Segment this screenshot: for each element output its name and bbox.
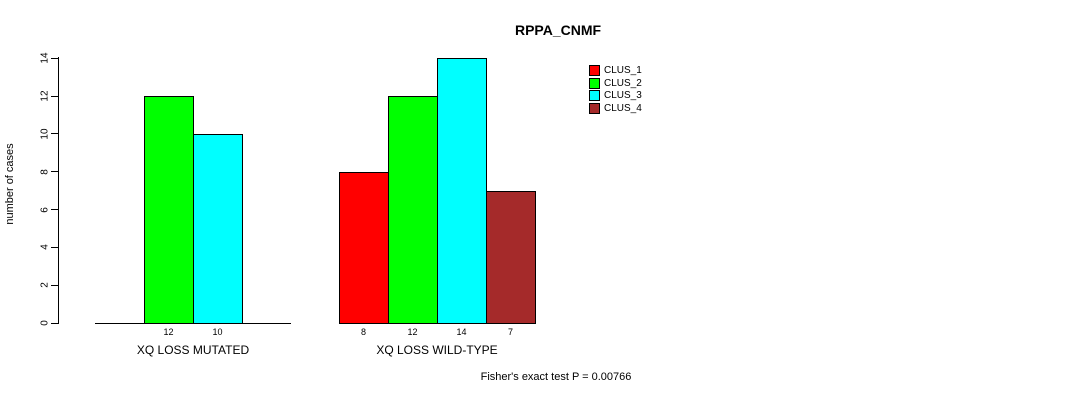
bar-value-clus-2-xq-loss-wild-type: 12 bbox=[407, 327, 418, 337]
legend-item-clus-2: CLUS_2 bbox=[589, 77, 642, 90]
y-axis-tick-2 bbox=[51, 284, 58, 286]
legend-item-clus-1: CLUS_1 bbox=[589, 64, 642, 77]
y-axis-tick-label-4: 4 bbox=[39, 244, 51, 251]
legend-swatch-clus-1 bbox=[589, 64, 600, 76]
y-axis-label: number of cases bbox=[4, 143, 16, 225]
y-axis-tick-label-8: 8 bbox=[39, 168, 51, 175]
legend-label-clus-2: CLUS_2 bbox=[604, 77, 642, 89]
y-axis-tick-4 bbox=[51, 246, 58, 248]
legend-swatch-clus-4 bbox=[589, 102, 600, 114]
bar-clus-1-xq-loss-wild-type bbox=[339, 171, 389, 324]
x-axis-group-label-xq-loss-wild-type: XQ LOSS WILD-TYPE bbox=[376, 343, 498, 357]
bar-value-clus-4-xq-loss-wild-type: 7 bbox=[507, 327, 514, 337]
fisher-test-annotation: Fisher's exact test P = 0.00766 bbox=[480, 371, 632, 383]
bar-value-clus-3-xq-loss-mutated: 10 bbox=[212, 327, 223, 337]
y-axis-tick-label-2: 2 bbox=[39, 282, 51, 288]
y-axis bbox=[58, 57, 59, 324]
legend-swatch-clus-3 bbox=[589, 90, 600, 102]
bar-clus-3-xq-loss-mutated bbox=[193, 133, 243, 324]
y-axis-tick-6 bbox=[51, 209, 58, 210]
bar-clus-4-xq-loss-wild-type bbox=[486, 190, 536, 324]
y-axis-tick-12 bbox=[51, 95, 58, 97]
legend-label-clus-4: CLUS_4 bbox=[604, 102, 642, 114]
legend-item-clus-4: CLUS_4 bbox=[589, 102, 642, 115]
chart-title: RPPA_CNMF bbox=[514, 22, 602, 38]
legend-label-clus-3: CLUS_3 bbox=[604, 90, 642, 102]
y-axis-tick-14 bbox=[51, 57, 58, 59]
legend: CLUS_1 CLUS_2 CLUS_3 CLUS_4 bbox=[589, 64, 642, 115]
legend-item-clus-3: CLUS_3 bbox=[589, 89, 642, 102]
y-axis-tick-label-12: 12 bbox=[39, 90, 51, 102]
y-axis-tick-8 bbox=[51, 171, 58, 173]
legend-label-clus-1: CLUS_1 bbox=[604, 64, 642, 76]
y-axis-tick-label-14: 14 bbox=[39, 52, 51, 64]
bar-clus-3-xq-loss-wild-type bbox=[437, 58, 487, 324]
bar-value-clus-1-xq-loss-wild-type: 8 bbox=[360, 327, 367, 337]
y-axis-tick-label-10: 10 bbox=[39, 128, 51, 140]
bar-clus-2-xq-loss-wild-type bbox=[388, 96, 438, 324]
bar-value-clus-3-xq-loss-wild-type: 14 bbox=[456, 327, 467, 337]
y-axis-tick-label-6: 6 bbox=[39, 206, 51, 213]
y-axis-tick-10 bbox=[51, 133, 58, 135]
bar-value-clus-2-xq-loss-mutated: 12 bbox=[163, 327, 174, 337]
y-axis-tick-0 bbox=[51, 322, 58, 324]
legend-swatch-clus-2 bbox=[589, 77, 600, 89]
x-axis-group-label-xq-loss-mutated: XQ LOSS MUTATED bbox=[136, 343, 250, 357]
bar-clus-2-xq-loss-mutated bbox=[144, 96, 194, 324]
y-axis-tick-label-0: 0 bbox=[39, 320, 51, 326]
